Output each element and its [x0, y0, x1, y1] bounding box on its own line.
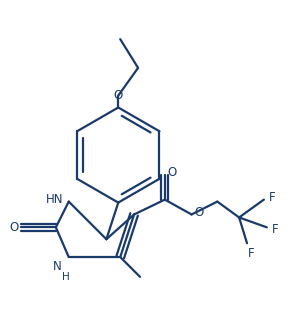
Text: F: F: [269, 191, 275, 204]
Text: F: F: [272, 223, 278, 236]
Text: N: N: [52, 261, 61, 273]
Text: O: O: [195, 206, 204, 219]
Text: O: O: [114, 89, 123, 102]
Text: O: O: [167, 167, 176, 179]
Text: O: O: [10, 221, 19, 234]
Text: HN: HN: [46, 193, 64, 206]
Text: F: F: [248, 247, 254, 260]
Text: H: H: [62, 272, 70, 282]
